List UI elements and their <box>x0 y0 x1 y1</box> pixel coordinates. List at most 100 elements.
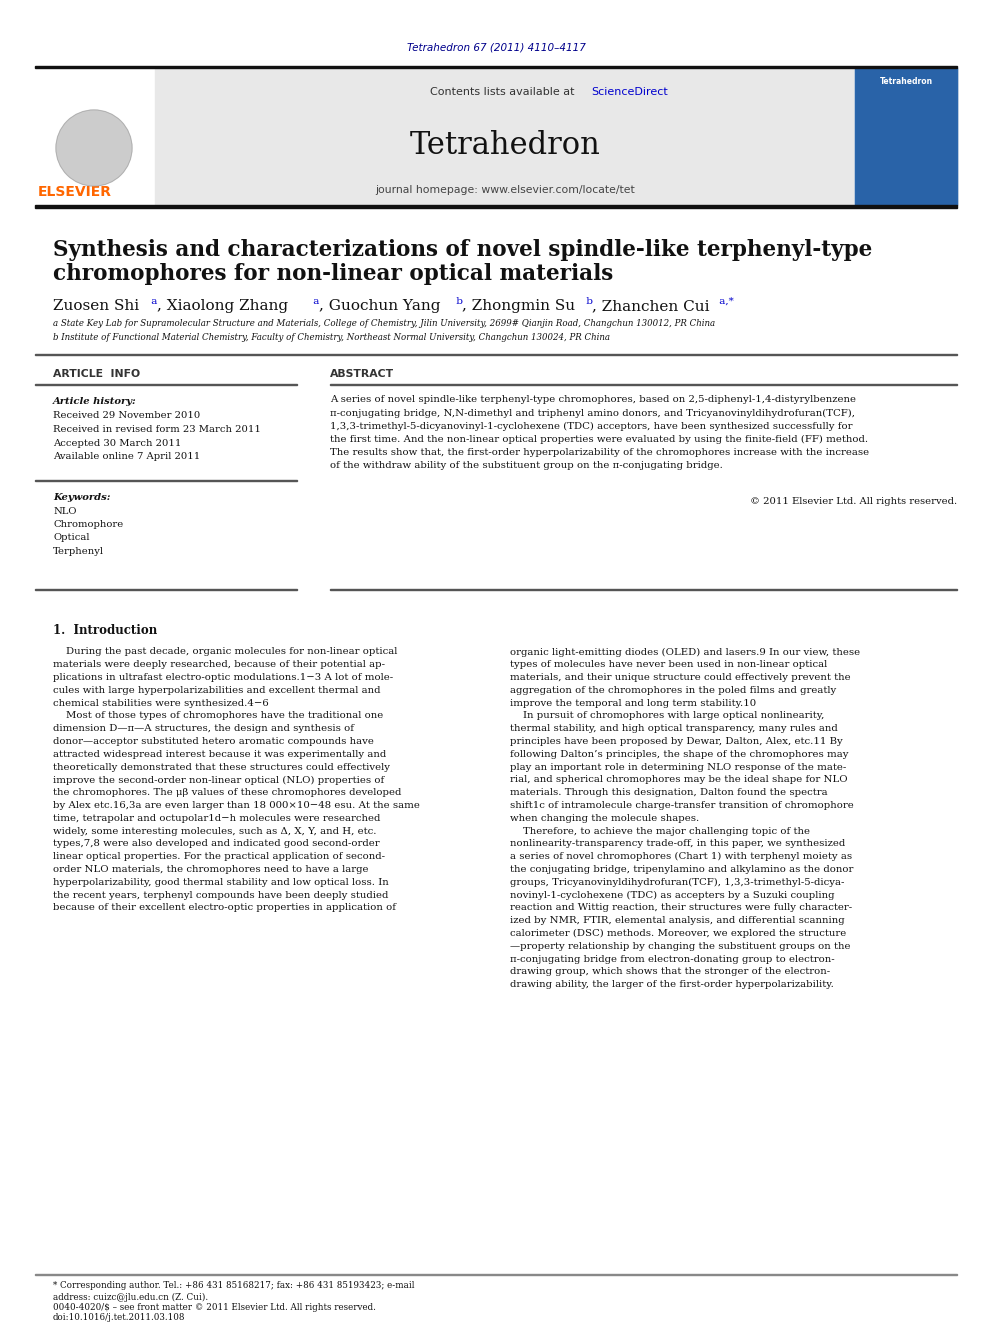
Text: when changing the molecule shapes.: when changing the molecule shapes. <box>510 814 699 823</box>
Text: play an important role in determining NLO response of the mate-: play an important role in determining NL… <box>510 762 846 771</box>
Text: the chromophores. The μβ values of these chromophores developed: the chromophores. The μβ values of these… <box>53 789 402 798</box>
Text: Available online 7 April 2011: Available online 7 April 2011 <box>53 452 200 460</box>
Text: journal homepage: www.elsevier.com/locate/tet: journal homepage: www.elsevier.com/locat… <box>375 185 635 194</box>
Text: doi:10.1016/j.tet.2011.03.108: doi:10.1016/j.tet.2011.03.108 <box>53 1314 186 1323</box>
Text: Tetrahedron: Tetrahedron <box>880 78 932 86</box>
Text: During the past decade, organic molecules for non-linear optical: During the past decade, organic molecule… <box>53 647 398 656</box>
Text: The results show that, the first-order hyperpolarizability of the chromophores i: The results show that, the first-order h… <box>330 448 869 458</box>
Text: ABSTRACT: ABSTRACT <box>330 369 394 378</box>
Text: following Dalton’s principles, the shape of the chromophores may: following Dalton’s principles, the shape… <box>510 750 848 759</box>
Text: a State Key Lab for Supramolecular Structure and Materials, College of Chemistry: a State Key Lab for Supramolecular Struc… <box>53 319 715 328</box>
Text: the first time. And the non-linear optical properties were evaluated by using th: the first time. And the non-linear optic… <box>330 435 868 445</box>
Text: a: a <box>310 296 319 306</box>
Text: the recent years, terphenyl compounds have been deeply studied: the recent years, terphenyl compounds ha… <box>53 890 389 900</box>
Text: types,7,8 were also developed and indicated good second-order: types,7,8 were also developed and indica… <box>53 840 380 848</box>
Bar <box>35 66 957 67</box>
Text: materials. Through this designation, Dalton found the spectra: materials. Through this designation, Dal… <box>510 789 827 798</box>
Bar <box>35 205 957 208</box>
Text: Synthesis and characterizations of novel spindle-like terphenyl-type: Synthesis and characterizations of novel… <box>53 239 872 261</box>
Text: Most of those types of chromophores have the traditional one: Most of those types of chromophores have… <box>53 712 383 721</box>
Text: NLO: NLO <box>53 507 76 516</box>
Text: materials were deeply researched, because of their potential ap-: materials were deeply researched, becaus… <box>53 660 385 669</box>
Text: , Zhanchen Cui: , Zhanchen Cui <box>592 299 709 314</box>
Text: Chromophore: Chromophore <box>53 520 123 529</box>
Text: Accepted 30 March 2011: Accepted 30 March 2011 <box>53 438 182 447</box>
Text: Therefore, to achieve the major challenging topic of the: Therefore, to achieve the major challeng… <box>510 827 810 836</box>
Text: hyperpolarizability, good thermal stability and low optical loss. In: hyperpolarizability, good thermal stabil… <box>53 878 389 886</box>
Text: cules with large hyperpolarizabilities and excellent thermal and: cules with large hyperpolarizabilities a… <box>53 685 381 695</box>
Text: 1,3,3-trimethyl-5-dicyanovinyl-1-cyclohexene (TDC) acceptors, have been synthesi: 1,3,3-trimethyl-5-dicyanovinyl-1-cyclohe… <box>330 422 852 431</box>
Text: because of their excellent electro-optic properties in application of: because of their excellent electro-optic… <box>53 904 396 913</box>
Text: reaction and Wittig reaction, their structures were fully character-: reaction and Wittig reaction, their stru… <box>510 904 852 913</box>
Text: π-conjugating bridge from electron-donating group to electron-: π-conjugating bridge from electron-donat… <box>510 955 834 963</box>
Text: improve the temporal and long term stability.10: improve the temporal and long term stabi… <box>510 699 756 708</box>
Text: chromophores for non-linear optical materials: chromophores for non-linear optical mate… <box>53 263 613 284</box>
Text: π-conjugating bridge, N,N-dimethyl and triphenyl amino donors, and Tricyanovinyl: π-conjugating bridge, N,N-dimethyl and t… <box>330 409 855 418</box>
Text: Optical: Optical <box>53 533 89 542</box>
Text: drawing ability, the larger of the first-order hyperpolarizability.: drawing ability, the larger of the first… <box>510 980 834 990</box>
Text: , Xiaolong Zhang: , Xiaolong Zhang <box>157 299 288 314</box>
Text: shift1c of intramolecule charge-transfer transition of chromophore: shift1c of intramolecule charge-transfer… <box>510 802 854 810</box>
Text: improve the second-order non-linear optical (NLO) properties of: improve the second-order non-linear opti… <box>53 775 384 785</box>
Text: by Alex etc.16,3a are even larger than 18 000×10−48 esu. At the same: by Alex etc.16,3a are even larger than 1… <box>53 802 420 810</box>
Text: Keywords:: Keywords: <box>53 492 110 501</box>
Text: linear optical properties. For the practical application of second-: linear optical properties. For the pract… <box>53 852 385 861</box>
Text: aggregation of the chromophores in the poled films and greatly: aggregation of the chromophores in the p… <box>510 685 836 695</box>
Bar <box>155 67 853 205</box>
Text: principles have been proposed by Dewar, Dalton, Alex, etc.11 By: principles have been proposed by Dewar, … <box>510 737 843 746</box>
Text: * Corresponding author. Tel.: +86 431 85168217; fax: +86 431 85193423; e-mail: * Corresponding author. Tel.: +86 431 85… <box>53 1281 415 1290</box>
Text: time, tetrapolar and octupolar1d−h molecules were researched: time, tetrapolar and octupolar1d−h molec… <box>53 814 380 823</box>
Text: the conjugating bridge, tripenylamino and alkylamino as the donor: the conjugating bridge, tripenylamino an… <box>510 865 853 875</box>
Text: groups, Tricyanovinyldihydrofuran(TCF), 1,3,3-trimethyl-5-dicya-: groups, Tricyanovinyldihydrofuran(TCF), … <box>510 878 844 886</box>
Text: ELSEVIER: ELSEVIER <box>38 185 112 198</box>
Text: a series of novel chromophores (Chart 1) with terphenyl moiety as: a series of novel chromophores (Chart 1)… <box>510 852 852 861</box>
Text: , Zhongmin Su: , Zhongmin Su <box>462 299 575 314</box>
Text: attracted widespread interest because it was experimentally and: attracted widespread interest because it… <box>53 750 386 759</box>
Text: a: a <box>148 296 158 306</box>
Text: ARTICLE  INFO: ARTICLE INFO <box>53 369 140 378</box>
Text: Terphenyl: Terphenyl <box>53 546 104 556</box>
Text: Received in revised form 23 March 2011: Received in revised form 23 March 2011 <box>53 425 261 434</box>
Text: b: b <box>583 296 593 306</box>
Text: Tetrahedron 67 (2011) 4110–4117: Tetrahedron 67 (2011) 4110–4117 <box>407 44 585 53</box>
Text: order NLO materials, the chromophores need to have a large: order NLO materials, the chromophores ne… <box>53 865 368 875</box>
Text: thermal stability, and high optical transparency, many rules and: thermal stability, and high optical tran… <box>510 724 838 733</box>
Text: rial, and spherical chromophores may be the ideal shape for NLO: rial, and spherical chromophores may be … <box>510 775 847 785</box>
Text: chemical stabilities were synthesized.4−6: chemical stabilities were synthesized.4−… <box>53 699 269 708</box>
Text: address: cuizc@jlu.edu.cn (Z. Cui).: address: cuizc@jlu.edu.cn (Z. Cui). <box>53 1293 208 1302</box>
Text: theoretically demonstrated that these structures could effectively: theoretically demonstrated that these st… <box>53 762 390 771</box>
Text: , Guochun Yang: , Guochun Yang <box>319 299 440 314</box>
Text: b Institute of Functional Material Chemistry, Faculty of Chemistry, Northeast No: b Institute of Functional Material Chemi… <box>53 333 610 343</box>
Text: organic light-emitting diodes (OLED) and lasers.9 In our view, these: organic light-emitting diodes (OLED) and… <box>510 647 860 656</box>
Text: plications in ultrafast electro-optic modulations.1−3 A lot of mole-: plications in ultrafast electro-optic mo… <box>53 673 393 683</box>
Text: Tetrahedron: Tetrahedron <box>410 130 600 160</box>
Text: a,*: a,* <box>716 296 734 306</box>
Text: 0040-4020/$ – see front matter © 2011 Elsevier Ltd. All rights reserved.: 0040-4020/$ – see front matter © 2011 El… <box>53 1303 376 1312</box>
Text: Zuosen Shi: Zuosen Shi <box>53 299 139 314</box>
Text: drawing group, which shows that the stronger of the electron-: drawing group, which shows that the stro… <box>510 967 830 976</box>
Text: types of molecules have never been used in non-linear optical: types of molecules have never been used … <box>510 660 827 669</box>
Bar <box>855 67 957 205</box>
Text: novinyl-1-cyclohexene (TDC) as accepters by a Suzuki coupling: novinyl-1-cyclohexene (TDC) as accepters… <box>510 890 834 900</box>
Bar <box>855 67 957 205</box>
Bar <box>35 67 153 205</box>
Text: of the withdraw ability of the substituent group on the π-conjugating bridge.: of the withdraw ability of the substitue… <box>330 462 723 471</box>
Text: dimension D—π—A structures, the design and synthesis of: dimension D—π—A structures, the design a… <box>53 724 354 733</box>
Text: ized by NMR, FTIR, elemental analysis, and differential scanning: ized by NMR, FTIR, elemental analysis, a… <box>510 917 844 925</box>
Text: A series of novel spindle-like terphenyl-type chromophores, based on 2,5-dipheny: A series of novel spindle-like terphenyl… <box>330 396 856 405</box>
Text: nonlinearity-transparency trade-off, in this paper, we synthesized: nonlinearity-transparency trade-off, in … <box>510 840 845 848</box>
Text: Article history:: Article history: <box>53 397 137 406</box>
Text: 1.  Introduction: 1. Introduction <box>53 623 158 636</box>
Text: —property relationship by changing the substituent groups on the: —property relationship by changing the s… <box>510 942 850 951</box>
Text: calorimeter (DSC) methods. Moreover, we explored the structure: calorimeter (DSC) methods. Moreover, we … <box>510 929 846 938</box>
Circle shape <box>56 110 132 187</box>
Text: widely, some interesting molecules, such as Δ, X, Y, and H, etc.: widely, some interesting molecules, such… <box>53 827 377 836</box>
Text: ScienceDirect: ScienceDirect <box>591 87 668 97</box>
Text: In pursuit of chromophores with large optical nonlinearity,: In pursuit of chromophores with large op… <box>510 712 824 721</box>
Text: b: b <box>453 296 463 306</box>
Text: Contents lists available at: Contents lists available at <box>430 87 578 97</box>
Text: materials, and their unique structure could effectively prevent the: materials, and their unique structure co… <box>510 673 850 683</box>
Text: donor—acceptor substituted hetero aromatic compounds have: donor—acceptor substituted hetero aromat… <box>53 737 374 746</box>
Text: Received 29 November 2010: Received 29 November 2010 <box>53 411 200 421</box>
Text: © 2011 Elsevier Ltd. All rights reserved.: © 2011 Elsevier Ltd. All rights reserved… <box>750 497 957 507</box>
